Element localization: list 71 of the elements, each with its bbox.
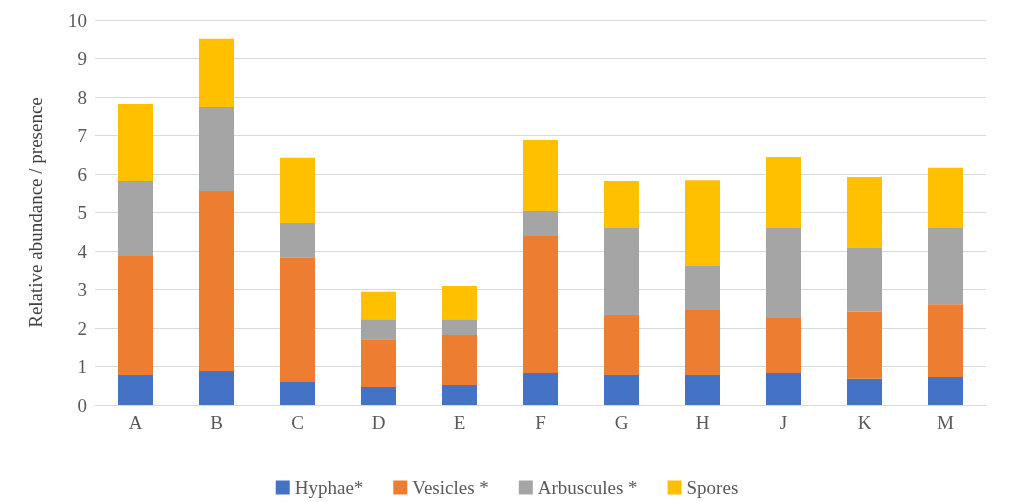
y-tick-label: 8: [77, 86, 87, 108]
bar: [928, 167, 963, 228]
bar: [280, 257, 315, 382]
x-tick-label: J: [779, 412, 788, 433]
x-tick-label: F: [535, 412, 546, 433]
bar: [361, 386, 396, 405]
bar: [199, 38, 234, 108]
legend-label: Spores: [686, 477, 739, 498]
bar: [766, 227, 801, 318]
bar: [604, 314, 639, 375]
y-tick-label: 6: [77, 163, 87, 185]
bar: [604, 374, 639, 405]
bar: [847, 177, 882, 248]
bar: [361, 291, 396, 320]
bar: [199, 371, 234, 405]
bar: [685, 309, 720, 375]
bar: [442, 319, 477, 335]
bar: [928, 304, 963, 377]
bar: [442, 384, 477, 405]
bar: [118, 180, 153, 257]
y-tick-label: 0: [77, 394, 87, 416]
x-tick-label: G: [614, 412, 629, 433]
bar: [604, 180, 639, 228]
bar: [442, 334, 477, 385]
bar: [523, 210, 558, 236]
bar: [199, 190, 234, 372]
y-axis-title: Relative abundance / presence: [25, 97, 46, 328]
bar: [928, 227, 963, 305]
bar: [685, 374, 720, 405]
bar: [361, 319, 396, 340]
bar: [523, 140, 558, 211]
x-tick-label: M: [937, 412, 955, 433]
x-tick-label: B: [210, 412, 223, 433]
bar: [361, 339, 396, 387]
y-tick-label: 1: [77, 356, 87, 377]
bar: [685, 266, 720, 310]
bar: [118, 374, 153, 405]
y-tick-label: 2: [77, 317, 87, 339]
legend-label: Hyphae*: [294, 477, 364, 498]
bar: [766, 317, 801, 374]
x-tick-label: C: [291, 412, 304, 433]
x-tick-label: E: [453, 412, 466, 433]
bar: [118, 256, 153, 375]
y-tick-label: 4: [77, 240, 88, 262]
bar: [118, 103, 153, 181]
y-tick-label: 10: [68, 9, 87, 31]
bar: [280, 157, 315, 223]
bar: [523, 235, 558, 374]
y-tick-label: 7: [77, 125, 87, 146]
x-tick-label: K: [857, 412, 872, 433]
bar: [442, 286, 477, 320]
legend-label: Vesicles *: [412, 477, 489, 498]
bar: [685, 180, 720, 267]
y-tick-label: 9: [77, 48, 87, 69]
y-tick-label: 3: [77, 279, 87, 300]
bar: [928, 376, 963, 405]
x-tick-label: A: [128, 412, 143, 433]
bar: [280, 381, 315, 405]
bar: [280, 222, 315, 258]
bar: [847, 247, 882, 312]
y-tick-label: 5: [77, 202, 87, 223]
bar: [199, 107, 234, 191]
legend-label: Arbuscules *: [537, 477, 638, 498]
bar: [604, 227, 639, 315]
bar: [766, 373, 801, 405]
x-tick-label: D: [371, 412, 386, 433]
bar: [847, 311, 882, 379]
bar: [766, 157, 801, 228]
bar: [847, 378, 882, 405]
x-tick-label: H: [695, 412, 710, 433]
bar: [523, 373, 558, 405]
